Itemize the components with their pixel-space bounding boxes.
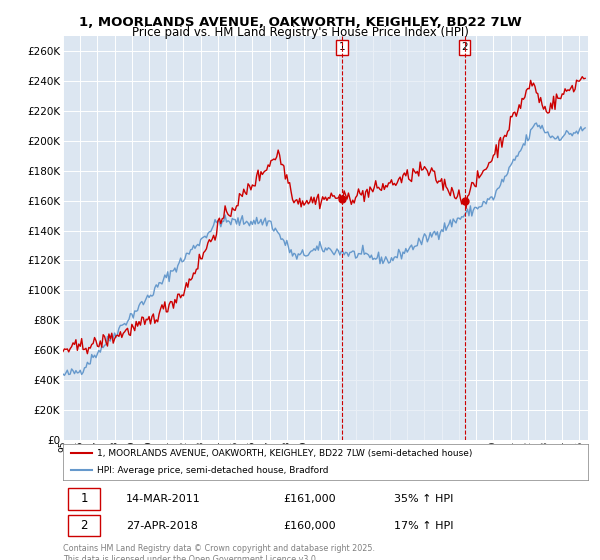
Bar bbox=[342, 36, 464, 440]
Text: 1: 1 bbox=[80, 492, 88, 506]
Text: Price paid vs. HM Land Registry's House Price Index (HPI): Price paid vs. HM Land Registry's House … bbox=[131, 26, 469, 39]
Text: 27-APR-2018: 27-APR-2018 bbox=[126, 521, 198, 531]
Text: £160,000: £160,000 bbox=[284, 521, 336, 531]
Text: Contains HM Land Registry data © Crown copyright and database right 2025.
This d: Contains HM Land Registry data © Crown c… bbox=[63, 544, 375, 560]
Text: 1, MOORLANDS AVENUE, OAKWORTH, KEIGHLEY, BD22 7LW: 1, MOORLANDS AVENUE, OAKWORTH, KEIGHLEY,… bbox=[79, 16, 521, 29]
Text: 1, MOORLANDS AVENUE, OAKWORTH, KEIGHLEY, BD22 7LW (semi-detached house): 1, MOORLANDS AVENUE, OAKWORTH, KEIGHLEY,… bbox=[97, 449, 473, 458]
FancyBboxPatch shape bbox=[68, 515, 100, 536]
Text: £161,000: £161,000 bbox=[284, 494, 336, 504]
FancyBboxPatch shape bbox=[68, 488, 100, 510]
Text: 14-MAR-2011: 14-MAR-2011 bbox=[126, 494, 201, 504]
Text: 1: 1 bbox=[339, 43, 346, 53]
Text: HPI: Average price, semi-detached house, Bradford: HPI: Average price, semi-detached house,… bbox=[97, 465, 329, 474]
Text: 35% ↑ HPI: 35% ↑ HPI bbox=[394, 494, 453, 504]
Text: 2: 2 bbox=[80, 519, 88, 533]
Text: 2: 2 bbox=[461, 43, 468, 53]
Text: 17% ↑ HPI: 17% ↑ HPI bbox=[394, 521, 453, 531]
